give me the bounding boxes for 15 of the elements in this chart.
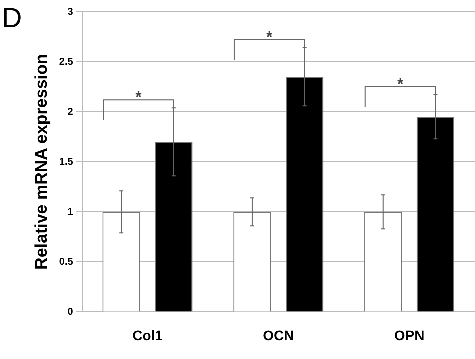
y-tick-label: 0 — [68, 306, 74, 318]
x-tick-label: Col1 — [132, 327, 164, 344]
y-tick-label: 1 — [68, 206, 74, 218]
annotation: * — [397, 76, 404, 94]
text: D — [2, 2, 22, 34]
annotation: * — [266, 29, 274, 46]
y-axis-title: Relative mRNA expression — [32, 54, 51, 270]
y-tick-label: 3 — [68, 6, 74, 18]
x-tick-label: OPN — [394, 327, 425, 344]
annotation: * — [136, 89, 143, 106]
y-tick-label: 1.5 — [59, 156, 74, 168]
y-tick-label: 2.5 — [59, 56, 74, 68]
y-tick-label: 2 — [68, 106, 74, 118]
x-tick-label: OCN — [263, 327, 294, 344]
y-tick-label: 0.5 — [59, 256, 74, 268]
